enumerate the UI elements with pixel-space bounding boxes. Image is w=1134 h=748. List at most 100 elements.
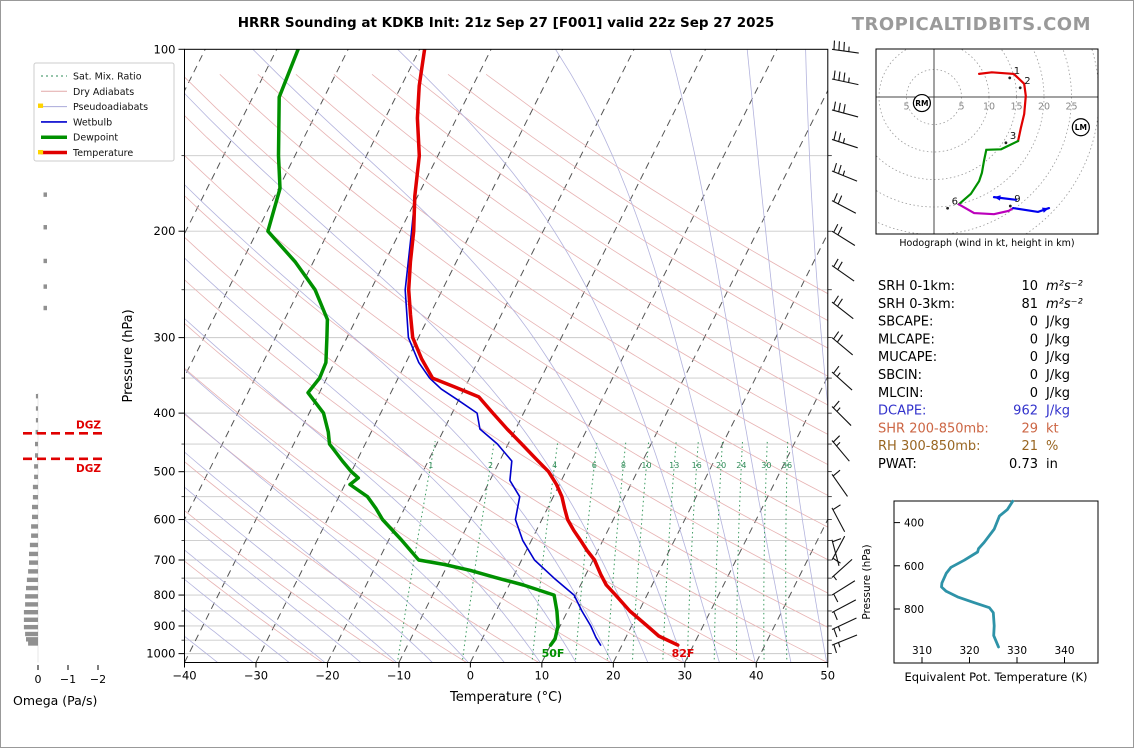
dgz-markers: DGZ DGZ <box>23 419 104 475</box>
wetbulb-curve <box>404 187 602 646</box>
omega-tick-label: −1 <box>60 673 76 686</box>
skewt-curves <box>266 49 680 647</box>
hodo-trace-6-9km <box>957 203 1015 216</box>
surface-dewpoint-label: 50F <box>542 647 565 660</box>
omega-bar <box>29 542 38 548</box>
hodo-ring-label: 10 <box>983 102 995 113</box>
stat-value: 0.73 <box>1009 457 1038 472</box>
stat-unit: J/kg <box>1045 315 1070 330</box>
stat-label: SRH 0-1km: <box>878 279 955 294</box>
mixing-ratio-label: 13 <box>669 461 679 470</box>
mixing-ratio-label: 16 <box>692 461 702 470</box>
pressure-tick-label: 700 <box>154 553 176 567</box>
temperature-curve <box>406 49 680 647</box>
stat-unit: kt <box>1046 421 1059 436</box>
stats-panel: SRH 0-1km: 10 m²s⁻² SRH 0-3km: 81 m²s⁻² SBCAPE… <box>878 279 1083 472</box>
hodograph-panel: 5 10 15 20 25 5 12 3 6 9 RM LM Hodograph (wind in kt… <box>875 48 1099 249</box>
stat-value: 29 <box>1021 421 1038 436</box>
storm-motion-rm-label: RM <box>915 99 928 108</box>
thetae-xlabel: Equivalent Pot. Temperature (K) <box>904 670 1087 684</box>
chart-title: HRRR Sounding at KDKB Init: 21z Sep 27 [… <box>237 15 775 31</box>
stat-unit: J/kg <box>1045 350 1070 365</box>
temperature-tick-label: 0 <box>467 669 474 683</box>
thetae-xtick: 340 <box>1054 645 1074 657</box>
omega-bar <box>25 594 38 599</box>
dgz-label: DGZ <box>76 419 101 431</box>
stat-label: MUCAPE: <box>878 350 937 365</box>
pressure-tick-label: 400 <box>154 406 176 420</box>
omega-axis-title: Omega (Pa/s) <box>13 693 97 708</box>
hodo-ring-label: 5 <box>958 102 964 113</box>
thetae-xtick: 320 <box>959 645 979 657</box>
thetae-xtick: 330 <box>1007 645 1027 657</box>
hodo-ring-label: 25 <box>1065 102 1077 113</box>
stat-label: PWAT: <box>878 457 917 472</box>
stat-label: RH 300-850mb: <box>878 439 981 454</box>
temperature-tick-label: −30 <box>244 669 268 683</box>
skewt-background <box>184 49 828 663</box>
stat-value: 0 <box>1030 315 1038 330</box>
pressure-tick-label: 500 <box>154 465 176 479</box>
storm-motion-lm <box>1071 118 1090 137</box>
omega-tick-label: 0 <box>35 673 42 686</box>
mixing-ratio-label: 30 <box>761 461 771 470</box>
pressure-tick-label: 100 <box>154 42 176 56</box>
dgz-label: DGZ <box>76 463 101 475</box>
mixing-ratio-label: 1 <box>428 461 433 470</box>
legend-label: Dry Adiabats <box>73 87 134 98</box>
stat-value: 0 <box>1030 332 1038 347</box>
surface-temp-label: 82F <box>672 647 695 660</box>
temperature-tick-label: −20 <box>315 669 339 683</box>
omega-bar <box>32 504 38 510</box>
temperature-tick-label: 20 <box>606 669 621 683</box>
stat-label: SHR 200-850mb: <box>878 421 989 436</box>
mixing-ratio-label: 20 <box>716 461 726 470</box>
omega-bar <box>35 441 38 447</box>
legend-label: Wetbulb <box>73 117 112 128</box>
stat-value: 962 <box>1013 404 1038 419</box>
omega-bar-ascent <box>38 103 44 108</box>
stat-value: 0 <box>1030 386 1038 401</box>
pressure-tick-label: 1000 <box>146 647 175 661</box>
stat-unit: J/kg <box>1045 368 1070 383</box>
omega-bar <box>35 453 38 458</box>
hodo-trace-3-6km <box>957 139 1020 206</box>
storm-motion-rm <box>912 93 932 113</box>
omega-tick-label: −2 <box>90 673 106 686</box>
omega-bar <box>23 609 38 615</box>
hodograph-caption: Hodograph (wind in kt, height in km) <box>899 238 1074 249</box>
pressure-tick-label: 900 <box>154 619 176 633</box>
stat-value: 0 <box>1030 350 1038 365</box>
mixing-ratio-label: 4 <box>552 461 557 470</box>
storm-motion-lm-label: LM <box>1075 123 1087 132</box>
omega-bar <box>23 617 38 622</box>
stat-value: 21 <box>1021 439 1038 454</box>
omega-bar <box>35 393 38 399</box>
hodo-height-label: 1 <box>1014 66 1020 77</box>
omega-bar <box>35 406 38 411</box>
omega-bar <box>29 551 38 557</box>
mixing-ratio-labels: 1 2 4 6 8 10 13 16 20 24 30 36 <box>428 461 792 470</box>
omega-bar <box>25 631 38 637</box>
wind-barbs <box>831 40 859 654</box>
legend: Sat. Mix. Ratio Dry Adiabats Pseudoadiabat… <box>33 62 175 162</box>
dewpoint-curve <box>266 49 560 647</box>
omega-bar <box>43 225 47 230</box>
stat-value: 0 <box>1030 368 1038 383</box>
omega-bar <box>32 494 38 500</box>
stat-label: SBCAPE: <box>878 315 933 330</box>
omega-bar <box>35 418 38 423</box>
hodo-height-label: 3 <box>1010 131 1016 142</box>
stat-unit: % <box>1046 439 1058 454</box>
omega-bar <box>43 284 47 289</box>
temperature-tick-label: 30 <box>677 669 692 683</box>
thetae-curve <box>940 499 1015 649</box>
mixing-ratio-label: 36 <box>782 461 792 470</box>
stat-unit: J/kg <box>1045 404 1070 419</box>
omega-bar <box>34 464 38 469</box>
hodo-trace-0-3km <box>978 71 1027 143</box>
stat-label: MLCIN: <box>878 386 923 401</box>
temperature-tick-label: −40 <box>172 669 196 683</box>
legend-label: Dewpoint <box>73 133 118 144</box>
